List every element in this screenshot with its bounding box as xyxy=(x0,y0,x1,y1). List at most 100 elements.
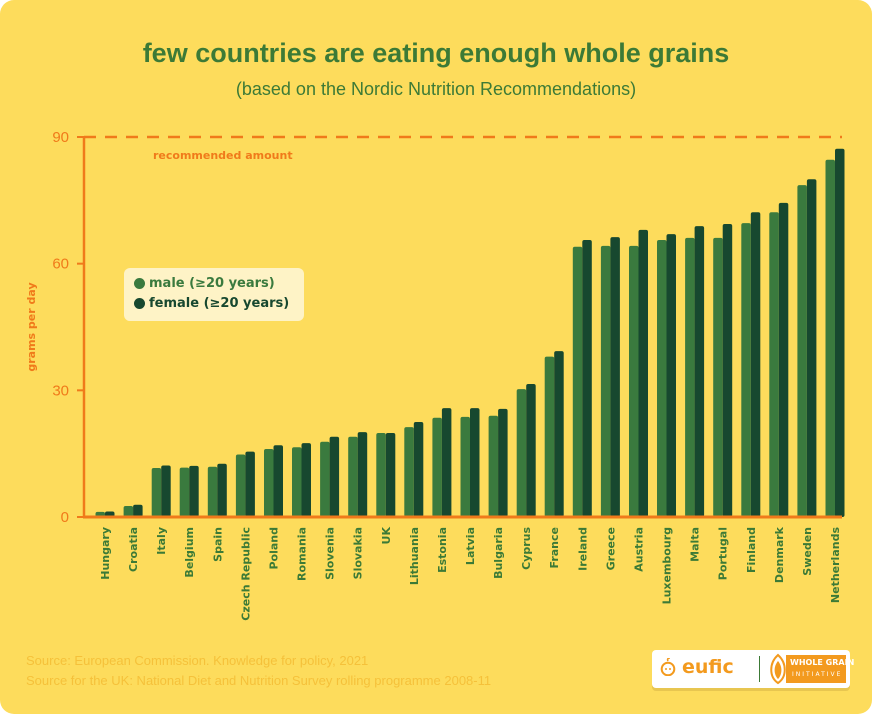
recommended-amount-label: recommended amount xyxy=(153,149,293,162)
x-tick-label: Latvia xyxy=(464,527,477,565)
bar-male-bulgaria xyxy=(488,415,499,517)
bar-female-portugal xyxy=(722,224,733,517)
bar-male-uk xyxy=(376,433,386,517)
chart-title: few countries are eating enough whole gr… xyxy=(142,38,730,68)
x-tick-label: UK xyxy=(380,527,393,545)
legend-label: male (≥20 years) xyxy=(149,276,275,291)
bar-female-slovakia xyxy=(357,432,368,517)
bar-female-malta xyxy=(694,226,705,517)
bar-male-croatia xyxy=(123,506,134,517)
logo-badge: eufic WHOLE GRAIN INITIATIVE xyxy=(652,650,854,688)
wgi-subtitle: INITIATIVE xyxy=(792,671,843,678)
x-tick-label: France xyxy=(548,527,561,568)
bar-male-slovenia xyxy=(320,441,330,517)
male-dot-icon xyxy=(134,278,145,289)
x-tick-label: Croatia xyxy=(127,527,140,572)
bar-male-czech-republic xyxy=(235,454,246,517)
bar-female-austria xyxy=(638,229,648,517)
bar-male-sweden xyxy=(797,185,807,517)
x-tick-label: Ireland xyxy=(576,527,589,571)
legend-item-male: male (≥20 years) xyxy=(134,276,275,291)
x-tick-label: Portugal xyxy=(717,527,730,580)
bar-male-latvia xyxy=(460,416,470,517)
source-line: Source: European Commission. Knowledge f… xyxy=(26,653,369,668)
y-tick-label: 90 xyxy=(52,129,69,146)
source-line: Source for the UK: National Diet and Nut… xyxy=(26,673,492,688)
grain-icon xyxy=(770,653,786,685)
chart-subtitle: (based on the Nordic Nutrition Recommend… xyxy=(235,79,637,99)
bar-female-lithuania xyxy=(413,422,424,517)
legend: male (≥20 years) female (≥20 years) xyxy=(124,268,304,321)
x-tick-label: Finland xyxy=(745,527,758,573)
x-tick-label: Poland xyxy=(268,527,281,570)
bar-female-ireland xyxy=(582,240,592,517)
bar-male-ireland xyxy=(572,246,583,518)
eufic-apple-icon xyxy=(660,658,676,676)
x-tick-label: Belgium xyxy=(183,527,196,578)
bar-female-denmark xyxy=(778,202,789,517)
x-tick-label: Spain xyxy=(211,527,224,562)
sources: Source: European Commission. Knowledge f… xyxy=(26,651,491,691)
female-dot-icon xyxy=(134,298,145,309)
bar-male-luxembourg xyxy=(657,240,667,517)
bar-female-greece xyxy=(610,237,620,517)
bar-male-spain xyxy=(207,466,218,517)
eufic-logo-text: eufic xyxy=(682,656,734,678)
bar-male-greece xyxy=(600,245,611,517)
x-tick-label: Netherlands xyxy=(829,527,842,604)
bar-female-italy xyxy=(161,465,171,517)
x-tick-label: Cyprus xyxy=(520,527,533,570)
x-tick-label: Sweden xyxy=(801,527,814,576)
bar-female-netherlands xyxy=(835,148,845,518)
axes-group: 0 30 60 90 recommended amount grams per day xyxy=(25,129,842,526)
x-tick-label: Italy xyxy=(155,527,168,555)
x-tick-label: Slovakia xyxy=(352,527,365,579)
bar-male-netherlands xyxy=(825,159,835,518)
bar-female-france xyxy=(554,351,564,517)
x-tick-label: Austria xyxy=(633,527,646,572)
bar-female-romania xyxy=(301,443,311,517)
wgi-title: WHOLE GRAIN xyxy=(790,658,855,667)
x-tick-label: Bulgaria xyxy=(492,527,505,579)
logo-divider xyxy=(759,656,760,682)
whole-grain-initiative-logo: WHOLE GRAIN INITIATIVE xyxy=(786,655,854,683)
bar-female-slovenia xyxy=(329,436,340,517)
x-tick-label: Luxembourg xyxy=(661,527,674,604)
legend-label: female (≥20 years) xyxy=(149,296,290,311)
x-tick-label: Malta xyxy=(689,527,702,562)
x-tick-label: Estonia xyxy=(436,527,449,573)
x-tick-label: Czech Republic xyxy=(239,527,252,621)
bar-male-cyprus xyxy=(516,389,527,517)
bar-male-romania xyxy=(292,447,302,517)
x-tick-label: Lithuania xyxy=(408,527,421,585)
y-tick-label: 0 xyxy=(61,509,69,526)
bar-female-luxembourg xyxy=(666,234,676,517)
bar-male-lithuania xyxy=(404,427,414,517)
bar-male-finland xyxy=(741,223,751,517)
bars-group xyxy=(95,148,845,518)
bar-female-uk xyxy=(385,433,396,517)
bar-male-belgium xyxy=(179,467,190,517)
bar-male-estonia xyxy=(432,417,442,517)
x-tick-label: Romania xyxy=(296,527,309,581)
y-tick-label: 30 xyxy=(52,382,69,399)
bar-female-cyprus xyxy=(526,384,536,517)
bar-male-poland xyxy=(264,449,274,517)
x-tick-label: Slovenia xyxy=(324,527,337,580)
bar-male-malta xyxy=(685,237,695,517)
bar-female-bulgaria xyxy=(498,408,508,517)
category-labels-group: Hungary Croatia Italy Belgium Spain Czech Rep… xyxy=(99,526,842,620)
bar-female-latvia xyxy=(470,408,480,517)
bar-male-slovakia xyxy=(348,436,358,517)
bar-female-spain xyxy=(217,463,227,517)
bar-female-estonia xyxy=(441,408,452,517)
y-tick-label: 60 xyxy=(52,256,69,273)
bar-male-italy xyxy=(151,468,162,517)
bar-female-finland xyxy=(750,212,761,517)
bar-female-belgium xyxy=(189,465,199,517)
bar-female-czech-republic xyxy=(245,451,255,517)
y-axis-label: grams per day xyxy=(25,282,38,371)
bar-male-france xyxy=(544,356,555,517)
x-tick-label: Greece xyxy=(604,527,617,570)
